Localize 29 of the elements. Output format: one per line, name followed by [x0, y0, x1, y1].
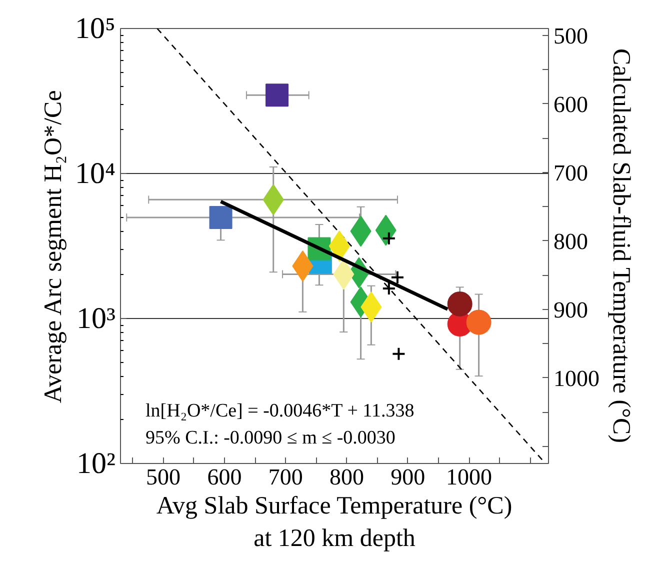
y2-tick-label: 900: [554, 297, 588, 322]
point: [390, 270, 404, 284]
x-axis-title: Avg Slab Surface Temperature (°C) at 120 km depth: [156, 492, 512, 552]
point: [447, 291, 472, 316]
x-tick-label: 500: [146, 464, 181, 490]
annotation: 95% C.I.: -0.0090 ≤ m ≤ -0.0030: [146, 428, 396, 448]
point: [382, 282, 396, 296]
y2-tick-label: 600: [554, 92, 588, 117]
x-tick-label: 600: [207, 464, 242, 490]
y2-tick-label: 1000: [554, 366, 600, 391]
y2-tick-label: 500: [554, 23, 588, 48]
y-tick-label: 10³: [76, 302, 116, 335]
y-axis-title: Average Arc segment H₂O*/Ce: [40, 90, 68, 404]
point: [209, 206, 232, 230]
x-tick-label: 1000: [446, 464, 492, 490]
y2-tick-label: 700: [554, 160, 588, 186]
point: [392, 346, 406, 361]
y-tick-label: 10⁵: [75, 12, 116, 45]
y-tick-label: 10⁴: [75, 157, 116, 190]
y2-axis-title: Calculated Slab-fluid Temperature (°C): [608, 48, 634, 444]
point: [266, 84, 289, 107]
x-tick-label: 800: [329, 464, 364, 490]
y-tick-label: 10²: [76, 447, 116, 480]
point: [466, 310, 492, 335]
y2-tick-label: 800: [554, 228, 588, 254]
annotation: ln[H₂O*/Ce] = -0.0046*T + 11.338: [146, 400, 414, 422]
point: [382, 231, 396, 246]
x-tick-label: 900: [390, 464, 426, 490]
x-tick-label: 700: [268, 464, 303, 490]
